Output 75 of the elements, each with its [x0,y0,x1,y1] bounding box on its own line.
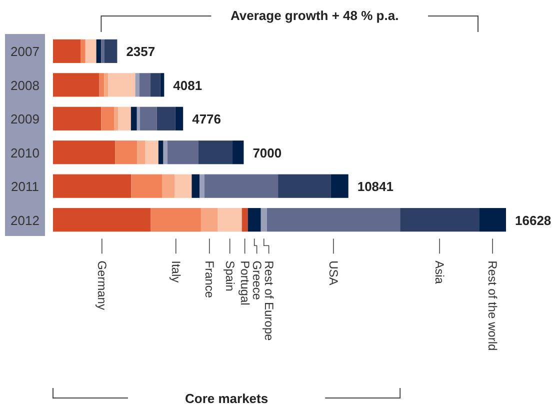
text: France [202,260,216,298]
annotation: 2357 [126,44,156,60]
bar [137,140,146,164]
bar [160,73,164,97]
bar [242,208,248,232]
bar [175,106,184,130]
bar [135,73,140,97]
bar [150,73,160,97]
bar [136,106,140,130]
bar [192,174,200,198]
bar [167,140,198,164]
bar [139,73,150,97]
y-tick-label: 2007 [10,44,40,60]
text: Rest of the world [486,260,500,351]
bar [479,208,506,232]
text: 16628 [515,212,552,228]
bar [53,208,151,232]
bar [330,174,348,198]
bar [53,39,80,63]
bar [174,174,192,198]
bar [150,208,201,232]
bar [278,174,331,198]
text: Rest of Europe [262,260,276,341]
bar [115,140,138,164]
bar [156,106,176,130]
bar [99,73,104,97]
bar [96,39,102,63]
bar [108,73,136,97]
y-tick-label: 2012 [10,212,40,228]
bar [53,174,132,198]
bar [53,140,116,164]
annotation: 4776 [192,112,222,127]
bar [104,73,108,97]
bar [140,106,157,130]
bar [232,140,244,164]
text: Core markets [184,391,268,406]
bar [200,208,218,232]
text: Italy [168,260,183,283]
bar [101,106,114,130]
bar [260,208,267,232]
text: Portugal [238,260,252,306]
bar [200,174,204,198]
text: Greece [250,260,264,300]
bar [53,73,100,97]
annotation: 4081 [173,78,202,93]
text: Germany [94,260,109,310]
y-tick-label: 2011 [11,179,39,194]
bar [85,39,96,63]
y-tick-label: 2008 [10,78,40,93]
text: Asia [432,260,447,284]
annotation: 10841 [357,179,394,194]
bar [104,39,118,63]
y-tick-label: 2010 [10,145,40,160]
bar [218,208,242,232]
bar [163,140,168,164]
bar [162,174,175,198]
bar [248,208,261,232]
bar [114,106,118,130]
bar [131,174,162,198]
bar [158,140,164,164]
text: Average growth + 48 % p.a. [230,8,399,23]
bar [400,208,480,232]
y-tick-label: 2009 [10,112,40,127]
bar [101,39,104,63]
bar [145,140,158,164]
bar [118,106,131,130]
text: USA [326,260,340,286]
bar [266,208,400,232]
bar [80,39,86,63]
annotation: 7000 [252,145,282,160]
text: Spain [222,260,237,292]
bar [198,140,233,164]
bar [204,174,278,198]
bar [130,106,137,130]
bar [53,106,102,130]
